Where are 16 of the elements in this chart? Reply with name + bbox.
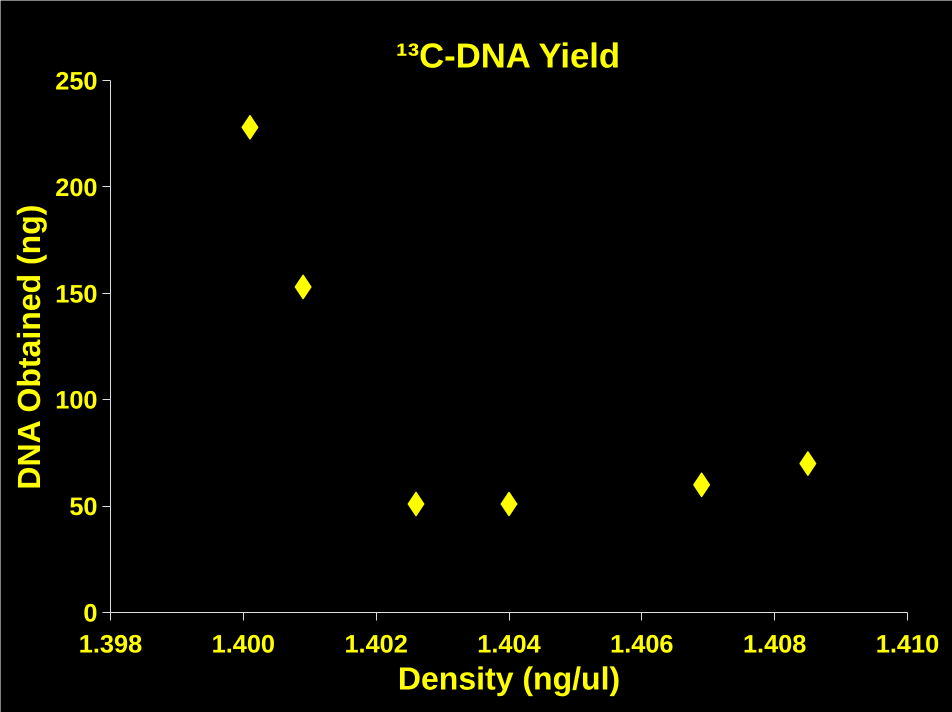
x-tick-label: 1.408 xyxy=(742,630,806,658)
chart-title: ¹³C-DNA Yield xyxy=(396,38,620,76)
y-axis-title: DNA Obtained (ng) xyxy=(11,204,48,490)
y-tick-label: 50 xyxy=(69,493,98,522)
y-tick-label: 0 xyxy=(83,600,98,628)
y-tick-label: 200 xyxy=(55,174,98,202)
x-tick-label: 1.400 xyxy=(212,630,276,658)
x-axis-title: Density (ng/ul) xyxy=(398,660,620,696)
x-tick-label: 1.398 xyxy=(78,630,142,658)
y-tick-label: 150 xyxy=(55,280,98,308)
x-tick-label: 1.404 xyxy=(477,630,541,658)
y-tick-label: 100 xyxy=(55,386,98,415)
x-tick-label: 1.410 xyxy=(876,630,940,658)
x-tick-label: 1.402 xyxy=(344,630,408,658)
y-tick-label: 250 xyxy=(55,68,98,96)
x-tick-label: 1.406 xyxy=(610,630,674,658)
